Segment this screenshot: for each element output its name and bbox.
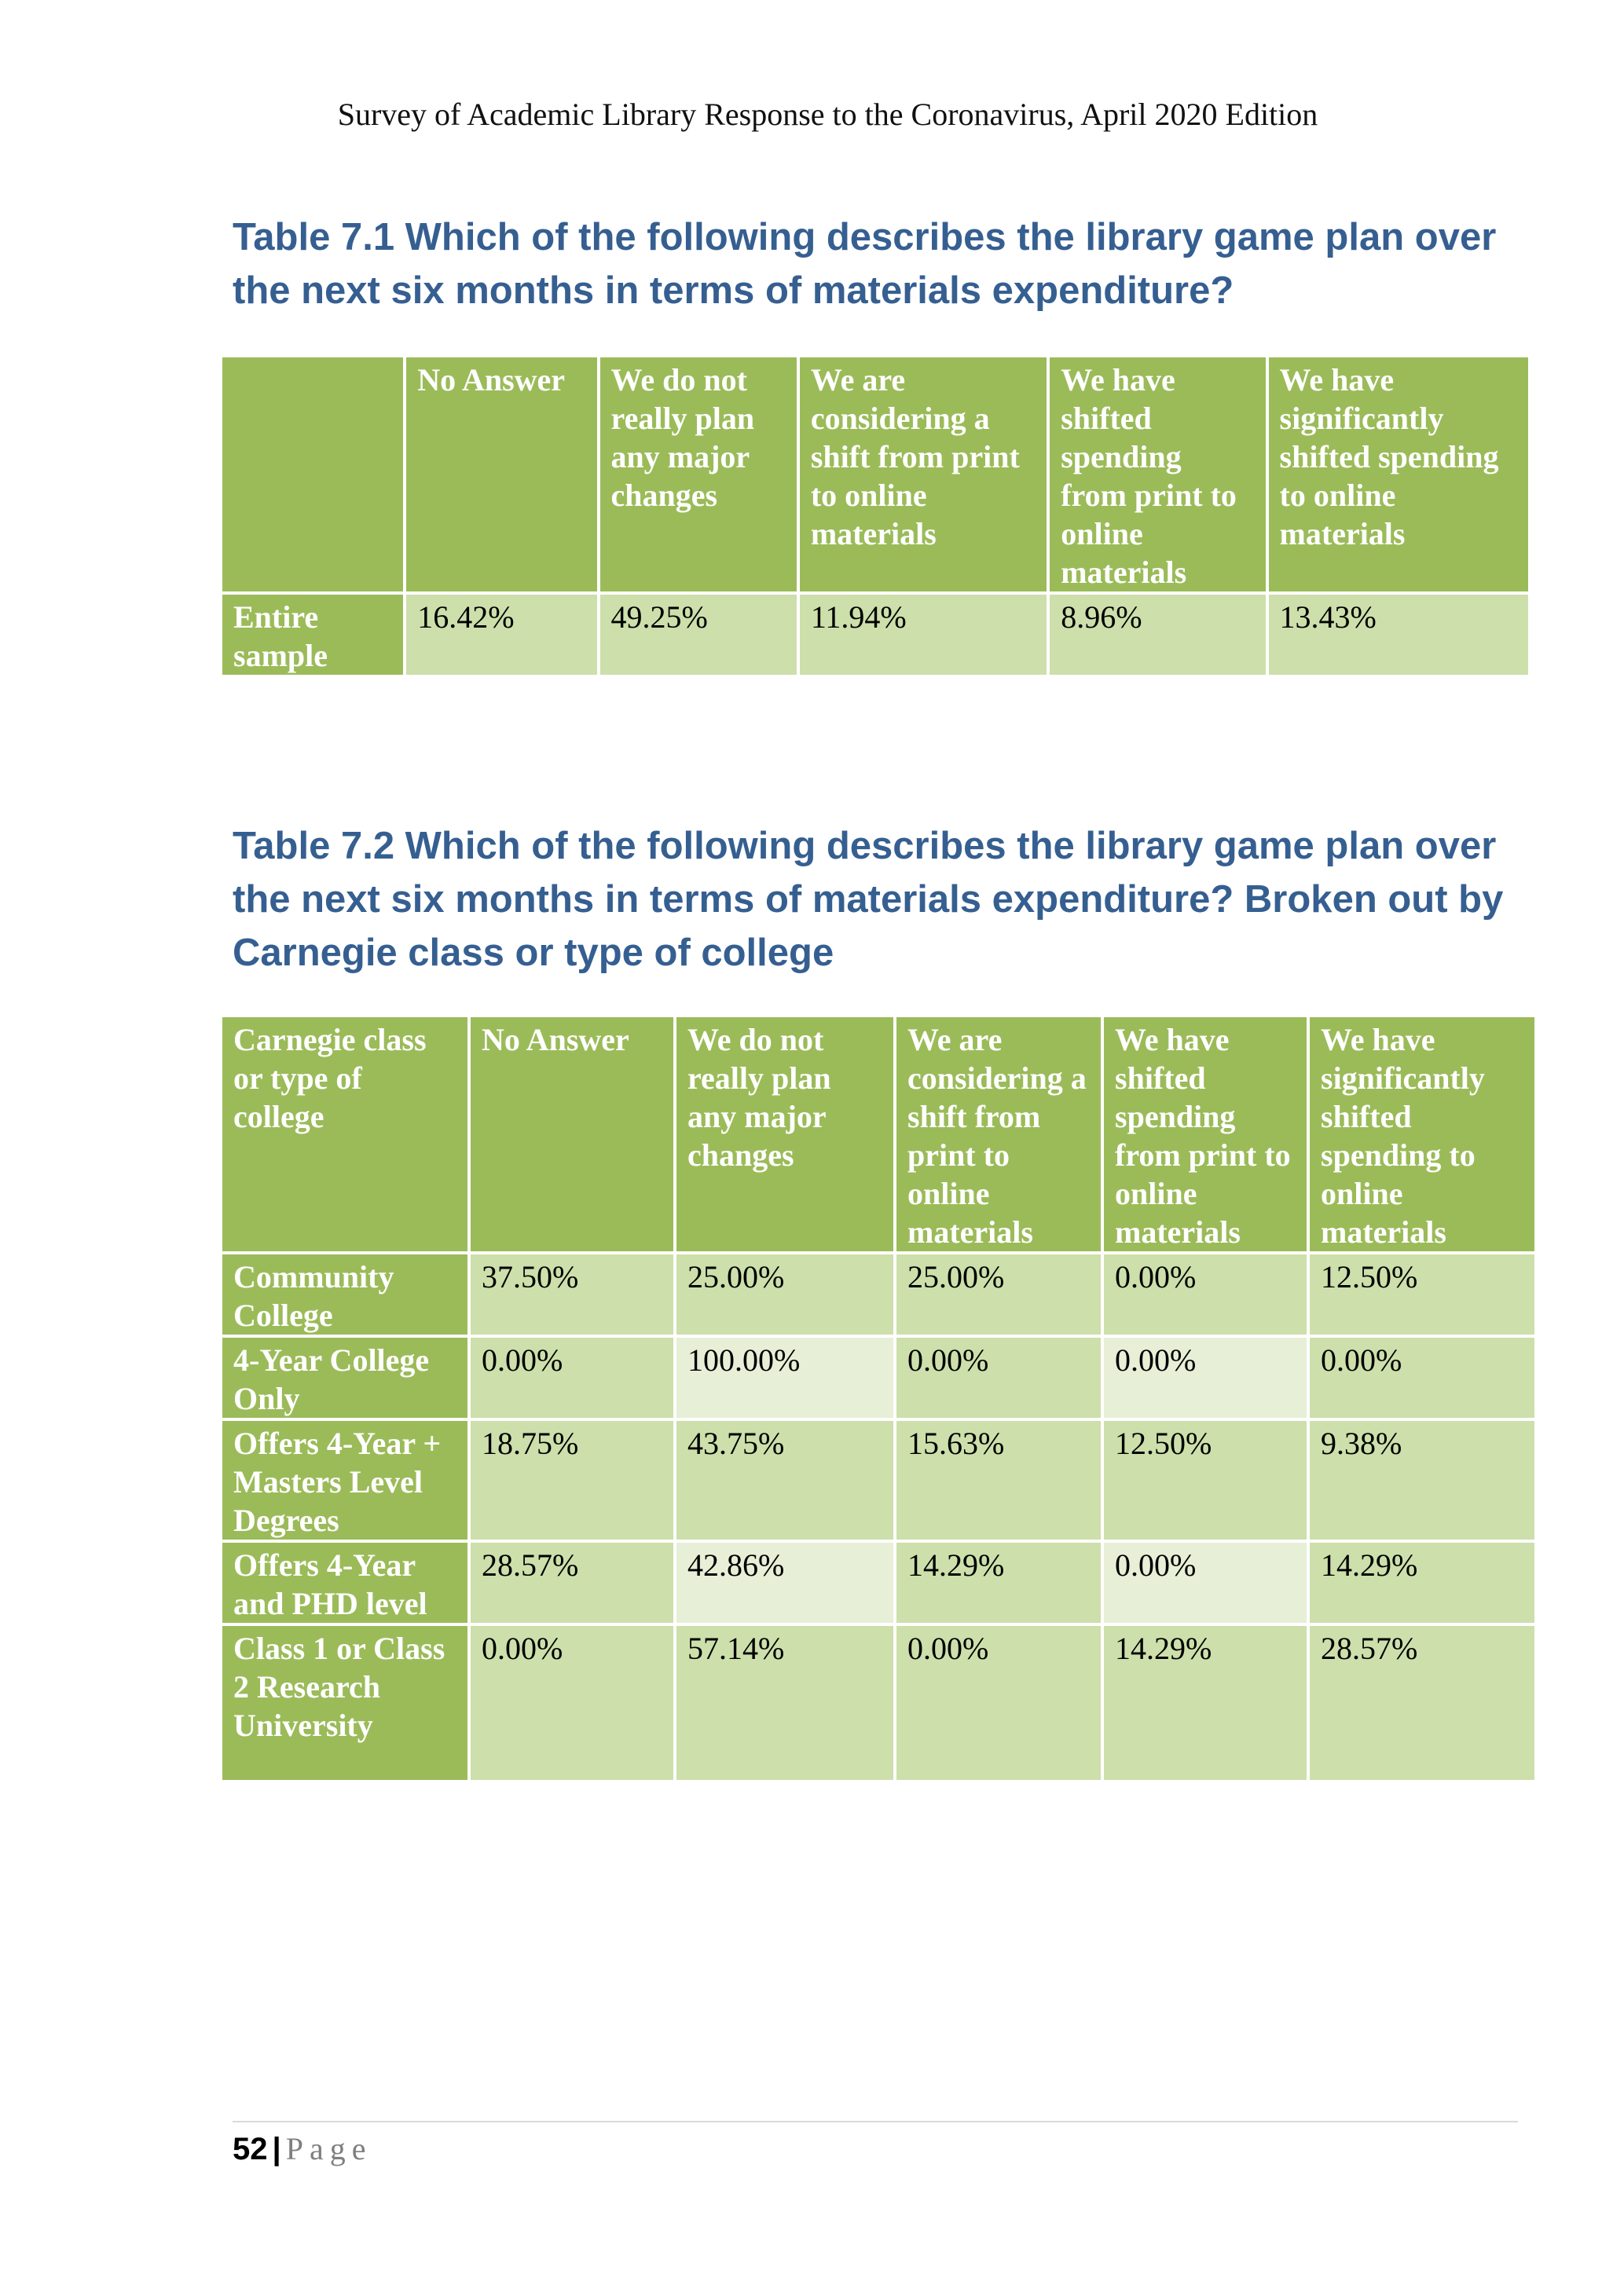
table-cell: 11.94% <box>799 595 1047 675</box>
table-cell: 0.00% <box>896 1338 1101 1418</box>
table-cell: 13.43% <box>1268 595 1528 675</box>
table-cell: 14.29% <box>896 1543 1101 1623</box>
table-cell: 8.96% <box>1050 595 1266 675</box>
table-cell: 15.63% <box>896 1421 1101 1540</box>
table-cell: 0.00% <box>471 1626 673 1780</box>
table-cell: 57.14% <box>676 1626 893 1780</box>
column-header-no-changes: We do not really plan any major changes <box>676 1017 893 1251</box>
column-header-shifted: We have shifted spending from print to o… <box>1104 1017 1307 1251</box>
column-header-considering-shift: We are considering a shift from print to… <box>799 357 1047 591</box>
table-cell: 42.86% <box>676 1543 893 1623</box>
table-7-1-title: Table 7.1 Which of the following describ… <box>233 216 1497 312</box>
table-cell: 0.00% <box>471 1338 673 1418</box>
table-row: Entire sample 16.42% 49.25% 11.94% 8.96%… <box>222 595 1528 675</box>
table-row: Offers 4-Year and PHD level 28.57% 42.86… <box>222 1543 1534 1623</box>
row-label: Offers 4-Year + Masters Level Degrees <box>222 1421 467 1540</box>
row-label: Offers 4-Year and PHD level <box>222 1543 467 1623</box>
column-header-considering-shift: We are considering a shift from print to… <box>896 1017 1101 1251</box>
table-cell: 28.57% <box>471 1543 673 1623</box>
column-header-significantly-shifted: We have significantly shifted spending t… <box>1310 1017 1534 1251</box>
table-cell: 14.29% <box>1310 1543 1534 1623</box>
table-row: Offers 4-Year + Masters Level Degrees 18… <box>222 1421 1534 1540</box>
page-label: Page <box>285 2131 372 2166</box>
table-cell: 100.00% <box>676 1338 893 1418</box>
table-cell: 0.00% <box>1310 1338 1534 1418</box>
table-7-1: No Answer We do not really plan any majo… <box>219 354 1531 678</box>
column-header-significantly-shifted: We have significantly shifted spending t… <box>1268 357 1528 591</box>
column-header-no-changes: We do not really plan any major changes <box>599 357 797 591</box>
row-label: Class 1 or Class 2 Research University <box>222 1626 467 1780</box>
table-cell: 28.57% <box>1310 1626 1534 1780</box>
row-label: 4-Year College Only <box>222 1338 467 1418</box>
table-header-row: No Answer We do not really plan any majo… <box>222 357 1528 591</box>
table-row: 4-Year College Only 0.00% 100.00% 0.00% … <box>222 1338 1534 1418</box>
table-header-row: Carnegie class or type of college No Ans… <box>222 1017 1534 1251</box>
column-header-shifted: We have shifted spending from print to o… <box>1050 357 1266 591</box>
table-cell: 14.29% <box>1104 1626 1307 1780</box>
table-cell: 49.25% <box>599 595 797 675</box>
table-cell: 0.00% <box>1104 1543 1307 1623</box>
table-row: Community College 37.50% 25.00% 25.00% 0… <box>222 1254 1534 1335</box>
table-row: Class 1 or Class 2 Research University 0… <box>222 1626 1534 1780</box>
table-cell: 12.50% <box>1310 1254 1534 1335</box>
column-header-blank <box>222 357 404 591</box>
table-cell: 12.50% <box>1104 1421 1307 1540</box>
footer-divider <box>233 2121 1518 2122</box>
column-header-no-answer: No Answer <box>471 1017 673 1251</box>
table-cell: 18.75% <box>471 1421 673 1540</box>
table-7-2: Carnegie class or type of college No Ans… <box>219 1014 1538 1783</box>
table-cell: 43.75% <box>676 1421 893 1540</box>
row-label: Entire sample <box>222 595 404 675</box>
page-footer: 52 | Page <box>233 2130 372 2167</box>
table-cell: 16.42% <box>406 595 597 675</box>
table-cell: 0.00% <box>1104 1254 1307 1335</box>
table-cell: 0.00% <box>896 1626 1101 1780</box>
column-header-carnegie-class: Carnegie class or type of college <box>222 1017 467 1251</box>
table-cell: 0.00% <box>1104 1338 1307 1418</box>
row-label: Community College <box>222 1254 467 1335</box>
table-cell: 37.50% <box>471 1254 673 1335</box>
table-7-2-title: Table 7.2 Which of the following describ… <box>233 825 1504 974</box>
column-header-no-answer: No Answer <box>406 357 597 591</box>
page-number: 52 <box>233 2132 268 2166</box>
table-cell: 25.00% <box>676 1254 893 1335</box>
table-cell: 25.00% <box>896 1254 1101 1335</box>
running-header: Survey of Academic Library Response to t… <box>337 97 1318 132</box>
footer-separator: | <box>272 2132 281 2166</box>
table-cell: 9.38% <box>1310 1421 1534 1540</box>
